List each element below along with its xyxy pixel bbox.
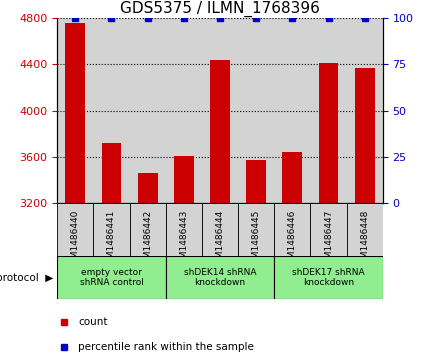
Bar [274,256,383,299]
Text: GSM1486443: GSM1486443 [180,209,188,270]
Text: GSM1486442: GSM1486442 [143,209,152,270]
Bar [93,203,129,256]
Bar [238,18,274,203]
Text: percentile rank within the sample: percentile rank within the sample [78,342,254,352]
Bar [202,203,238,256]
Bar [129,18,166,203]
Bar [166,203,202,256]
Bar [311,18,347,203]
Text: shDEK17 shRNA
knockdown: shDEK17 shRNA knockdown [292,268,365,287]
Text: GSM1486446: GSM1486446 [288,209,297,270]
Bar [57,18,93,203]
Text: protocol  ▶: protocol ▶ [0,273,53,283]
Bar [66,23,85,363]
Bar [102,143,121,363]
Text: GSM1486444: GSM1486444 [216,209,224,270]
Text: empty vector
shRNA control: empty vector shRNA control [80,268,143,287]
Bar [319,63,338,363]
Bar [311,203,347,256]
Bar [129,203,166,256]
Bar [347,203,383,256]
Text: GSM1486448: GSM1486448 [360,209,369,270]
Text: count: count [78,317,108,327]
Text: shDEK14 shRNA
knockdown: shDEK14 shRNA knockdown [184,268,256,287]
Bar [355,68,375,363]
Bar [166,256,274,299]
Bar [138,173,158,363]
Text: GSM1486447: GSM1486447 [324,209,333,270]
Bar [202,18,238,203]
Bar [174,156,194,363]
Bar [210,60,230,363]
Bar [57,203,93,256]
Text: GSM1486440: GSM1486440 [71,209,80,270]
Bar [274,18,311,203]
Bar [246,160,266,363]
Bar [274,203,311,256]
Bar [347,18,383,203]
Bar [93,18,129,203]
Bar [166,18,202,203]
Bar [282,152,302,363]
Title: GDS5375 / ILMN_1768396: GDS5375 / ILMN_1768396 [120,1,320,17]
Bar [57,256,166,299]
Text: GSM1486441: GSM1486441 [107,209,116,270]
Bar [238,203,274,256]
Text: GSM1486445: GSM1486445 [252,209,260,270]
